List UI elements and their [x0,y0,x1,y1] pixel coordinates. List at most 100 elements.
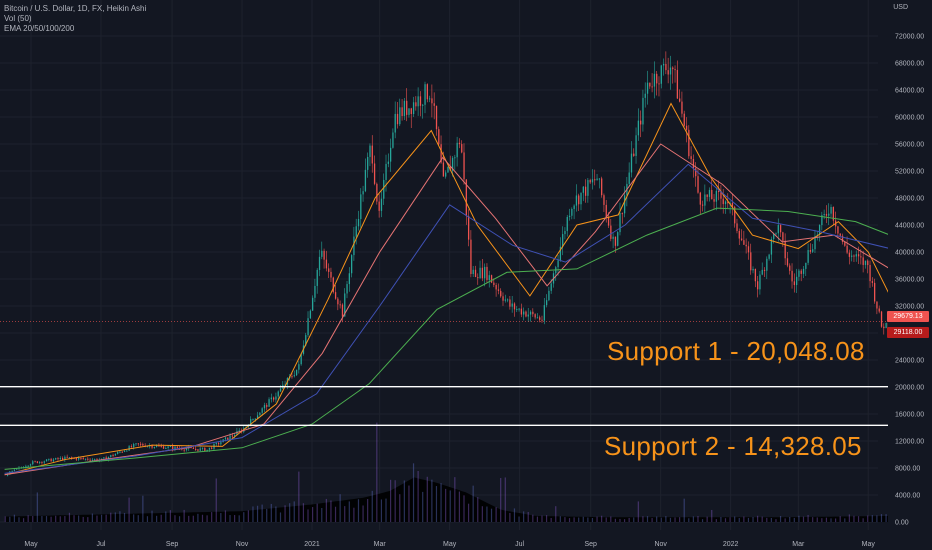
candle-body [295,369,298,376]
volume-bar [587,517,589,522]
candle-body [300,353,302,365]
candle-body [736,223,738,231]
price-tick-label: 8000.00 [895,466,920,473]
volume-bar [312,507,314,522]
volume-bar [857,516,860,522]
time-tick-label[interactable]: Jul [96,541,105,548]
volume-bar [399,494,401,522]
candle-body [706,194,708,197]
candle-body [394,113,396,133]
candle-body [151,445,153,448]
candle-body [137,443,139,445]
candle-body [607,217,610,226]
volume-bar [688,518,690,522]
candle-body [782,232,784,241]
time-tick-label[interactable]: Jul [515,541,524,548]
candle-body [362,191,364,195]
volume-bar [160,514,162,522]
candle-body [158,445,160,447]
candle-body [477,277,479,279]
time-tick-label[interactable]: 2022 [723,541,739,548]
time-tick-label[interactable]: May [443,541,457,548]
candle-body [679,98,681,102]
candle-body [837,226,839,234]
candle-body [6,474,9,476]
candle-body [885,322,887,329]
candle-body [506,299,509,301]
price-axis[interactable]: 72000.00 68000.00 64000.00 60000.00 56000.00… [888,0,932,550]
volume-bar [481,506,483,522]
candle-body [417,96,419,107]
candle-body [52,459,55,462]
volume-bar [734,516,736,522]
candle-body [757,281,759,290]
volume-bar [628,517,630,522]
volume-bar [605,517,607,522]
candle-body [135,443,137,445]
candle-body [461,144,463,153]
time-tick-label[interactable]: Mar [374,541,387,548]
candle-body [385,163,387,180]
symbol-title[interactable]: Bitcoin / U.S. Dollar, 1D, FX, Heikin As… [4,4,147,13]
volume-bar [761,516,763,522]
volume-bar [821,518,823,522]
candle-body [25,466,27,468]
candle-body [224,437,227,440]
time-axis[interactable]: May Jul Sep Nov 2021 Mar May Jul Sep Nov 2022 Mar Ma… [0,532,932,550]
volume-bar [220,513,222,522]
time-tick-label[interactable]: Sep [166,541,179,548]
time-tick-label[interactable]: May [862,541,876,548]
time-tick-label[interactable]: Mar [792,541,805,548]
candle-body [667,70,669,75]
volume-bar [844,518,846,522]
candle-body [695,168,697,177]
candle-body [818,225,821,235]
volume-bar [105,514,107,522]
time-tick-label[interactable]: Nov [236,541,249,548]
volume-average-area [4,477,891,522]
candle-body [548,290,550,301]
candle-body [399,107,401,125]
volume-bar [789,516,791,522]
candle-body [215,442,217,445]
candle-body [653,73,656,87]
candle-body [731,202,734,207]
candle-body [29,464,32,466]
candle-body [422,104,424,106]
volume-bar [454,477,456,522]
ema-indicator-label[interactable]: EMA 20/50/100/200 [4,24,75,33]
candle-body [130,446,133,448]
candle-body [720,192,722,199]
volume-bar [697,515,699,522]
time-tick-label[interactable]: May [24,541,38,548]
candle-body [651,86,653,88]
volume-bar [477,497,479,522]
volume-bar [73,515,75,522]
candle-body [704,194,706,206]
candle-body [594,179,596,181]
candle-body [389,147,392,162]
volume-indicator-label[interactable]: Vol (50) [4,14,32,23]
candle-body [284,384,286,386]
candle-body [734,206,736,224]
candle-body [559,246,562,261]
volume-bar [270,503,272,522]
volume-bar [238,515,240,522]
candle-body [71,457,73,459]
volume-bar [298,471,300,522]
candle-body [754,268,757,282]
time-tick-label[interactable]: Sep [584,541,597,548]
candle-body [669,67,672,75]
candle-body [337,298,339,305]
volume-bar [825,517,828,522]
candle-body [642,97,644,125]
time-tick-label[interactable]: 2021 [304,541,320,548]
candle-body [844,241,846,246]
candle-body [587,180,589,196]
volume-bar [284,505,286,522]
time-tick-label[interactable]: Nov [654,541,667,548]
volume-bar [871,515,873,522]
candle-body [353,236,355,256]
